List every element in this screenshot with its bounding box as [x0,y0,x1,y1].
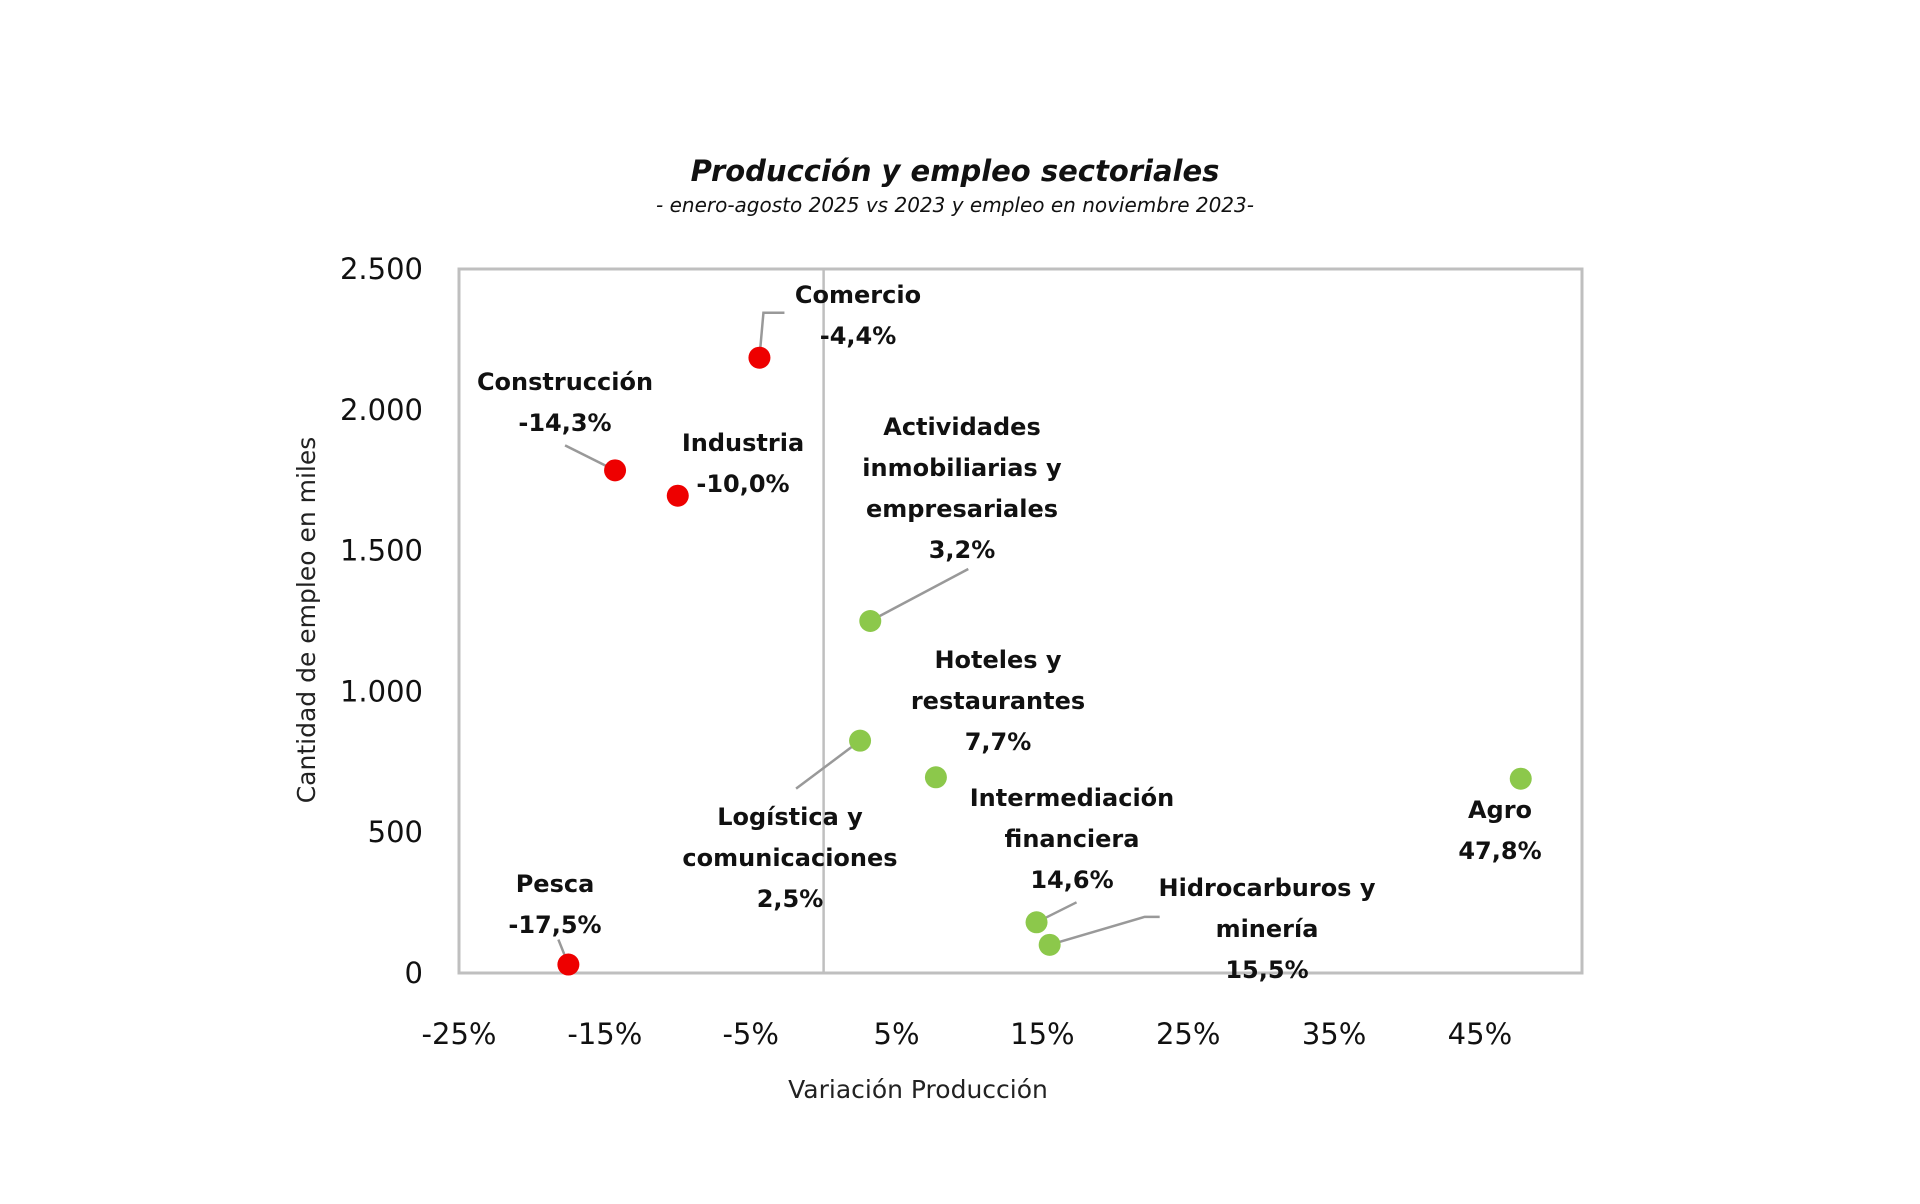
chart-title: Producción y empleo sectoriales [691,154,1220,188]
y-tick-label: 0 [405,956,423,990]
data-label-actividades-inmobiliarias-y-empresariales: 3,2% [929,536,996,564]
y-axis-title: Cantidad de empleo en miles [292,437,321,804]
data-label-comercio: -4,4% [820,322,897,350]
x-tick-label: 25% [1156,1017,1220,1051]
leader-line-logistica-y-comunicaciones [795,739,861,790]
x-tick-label: -15% [567,1017,642,1051]
data-label-construccion: -14,3% [518,409,611,437]
data-label-logistica-y-comunicaciones: 2,5% [757,885,824,913]
leader-line-comercio [758,311,785,358]
data-label-agro: 47,8% [1458,837,1541,865]
x-tick-label: 5% [874,1017,920,1051]
data-label-agro: Agro [1468,796,1532,824]
x-tick-label: 15% [1010,1017,1074,1051]
y-tick-label: 2.000 [340,393,423,427]
data-label-hoteles-y-restaurantes: 7,7% [965,728,1032,756]
x-tick-label: 35% [1302,1017,1366,1051]
data-label-hidrocarburos-y-mineria: Hidrocarburos y [1159,874,1376,902]
plot-frame [457,267,1584,975]
data-label-actividades-inmobiliarias-y-empresariales: empresariales [866,495,1058,523]
data-label-industria: -10,0% [696,470,789,498]
x-axis-title: Variación Producción [788,1075,1048,1104]
data-point-comercio [748,346,771,369]
x-tick-label: -25% [422,1017,497,1051]
data-point-industria [666,484,689,507]
x-tick-label: 45% [1448,1017,1512,1051]
data-label-actividades-inmobiliarias-y-empresariales: inmobiliarias y [862,454,1062,482]
data-point-intermediacion-financiera [1025,911,1048,934]
data-label-hoteles-y-restaurantes: restaurantes [911,687,1085,715]
y-tick-label: 500 [368,815,423,849]
data-label-pesca: Pesca [516,870,595,898]
data-label-logistica-y-comunicaciones: Logística y [717,803,863,831]
y-tick-label: 2.500 [340,252,423,286]
data-label-comercio: Comercio [795,281,921,309]
x-tick-label: -5% [722,1017,778,1051]
data-label-hoteles-y-restaurantes: Hoteles y [934,646,1061,674]
y-tick-label: 1.000 [340,674,423,708]
data-label-intermediacion-financiera: financiera [1005,825,1140,853]
data-label-pesca: -17,5% [508,911,601,939]
data-point-pesca [557,953,580,976]
leader-line-actividades-inmobiliarias-y-empresariales [869,567,969,623]
data-label-hidrocarburos-y-mineria: 15,5% [1225,956,1308,984]
data-label-intermediacion-financiera: 14,6% [1030,866,1113,894]
data-label-construccion: Construcción [477,368,653,396]
data-label-hidrocarburos-y-mineria: minería [1216,915,1319,943]
data-label-industria: Industria [682,429,804,457]
data-point-logistica-y-comunicaciones [849,729,872,752]
data-label-logistica-y-comunicaciones: comunicaciones [682,844,897,872]
data-point-construccion [604,459,627,482]
data-point-hoteles-y-restaurantes [924,766,947,789]
y-tick-label: 1.500 [340,534,423,568]
data-point-actividades-inmobiliarias-y-empresariales [859,610,882,632]
data-point-agro [1509,767,1532,790]
data-label-intermediacion-financiera: Intermediación [970,784,1175,812]
leader-line-hidrocarburos-y-mineria [1049,915,1160,947]
chart-subtitle: - enero-agosto 2025 vs 2023 y empleo en … [656,193,1254,217]
data-label-actividades-inmobiliarias-y-empresariales: Actividades [883,413,1041,441]
data-point-hidrocarburos-y-mineria [1038,933,1061,956]
